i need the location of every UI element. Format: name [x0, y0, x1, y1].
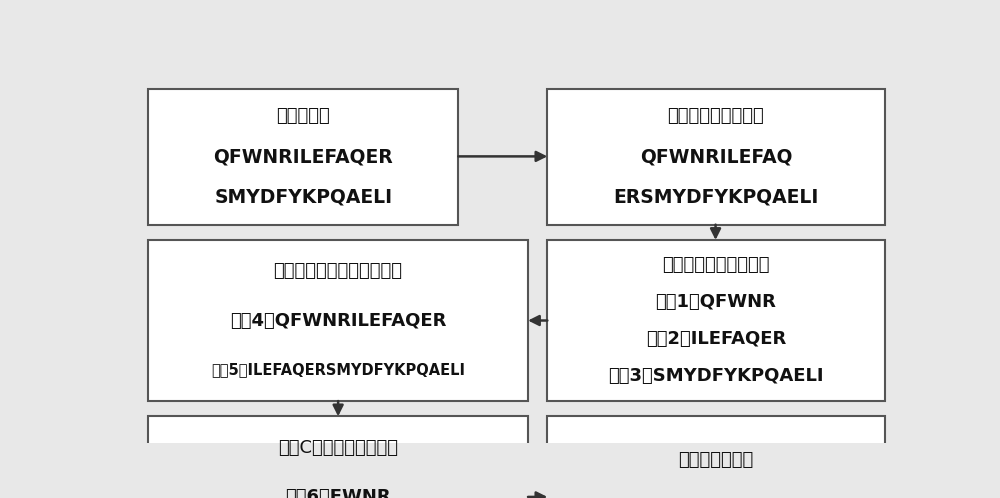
- Text: QFWNRILEFAQ: QFWNRILEFAQ: [640, 147, 792, 166]
- Text: QFWNRILEFAQER: QFWNRILEFAQER: [213, 147, 393, 166]
- FancyBboxPatch shape: [547, 240, 885, 401]
- Text: 考虑C段敏感产生的肽段: 考虑C段敏感产生的肽段: [278, 439, 398, 457]
- FancyBboxPatch shape: [547, 89, 885, 225]
- Text: 肽段5：ILEFAQERSMYDFYKPQAELI: 肽段5：ILEFAQERSMYDFYKPQAELI: [211, 362, 465, 377]
- FancyBboxPatch shape: [148, 240, 528, 401]
- FancyBboxPatch shape: [148, 416, 528, 498]
- Text: 符合规则的酶切位点: 符合规则的酶切位点: [668, 107, 764, 125]
- Text: 虚拟酶解最终结: 虚拟酶解最终结: [678, 451, 754, 469]
- Text: 肽段6：FWNR: 肽段6：FWNR: [285, 488, 391, 498]
- Text: 肽段1：QFWNR: 肽段1：QFWNR: [656, 293, 776, 311]
- Text: 肽段4：QFWNRILEFAQER: 肽段4：QFWNRILEFAQER: [230, 312, 446, 330]
- Text: 蛋白质序列: 蛋白质序列: [276, 107, 330, 125]
- Text: SMYDFYKPQAELI: SMYDFYKPQAELI: [214, 188, 392, 207]
- FancyBboxPatch shape: [148, 89, 458, 225]
- Text: 肽段3：SMYDFYKPQAELI: 肽段3：SMYDFYKPQAELI: [608, 367, 824, 385]
- Text: 有一个漏切位点的碎裂肽段: 有一个漏切位点的碎裂肽段: [274, 262, 403, 280]
- Text: 肽段2：ILEFAQER: 肽段2：ILEFAQER: [646, 330, 786, 348]
- Text: ERSMYDFYKPQAELI: ERSMYDFYKPQAELI: [613, 188, 819, 207]
- FancyBboxPatch shape: [547, 416, 885, 498]
- Text: 无漏切位点的碎裂肽段: 无漏切位点的碎裂肽段: [662, 256, 770, 274]
